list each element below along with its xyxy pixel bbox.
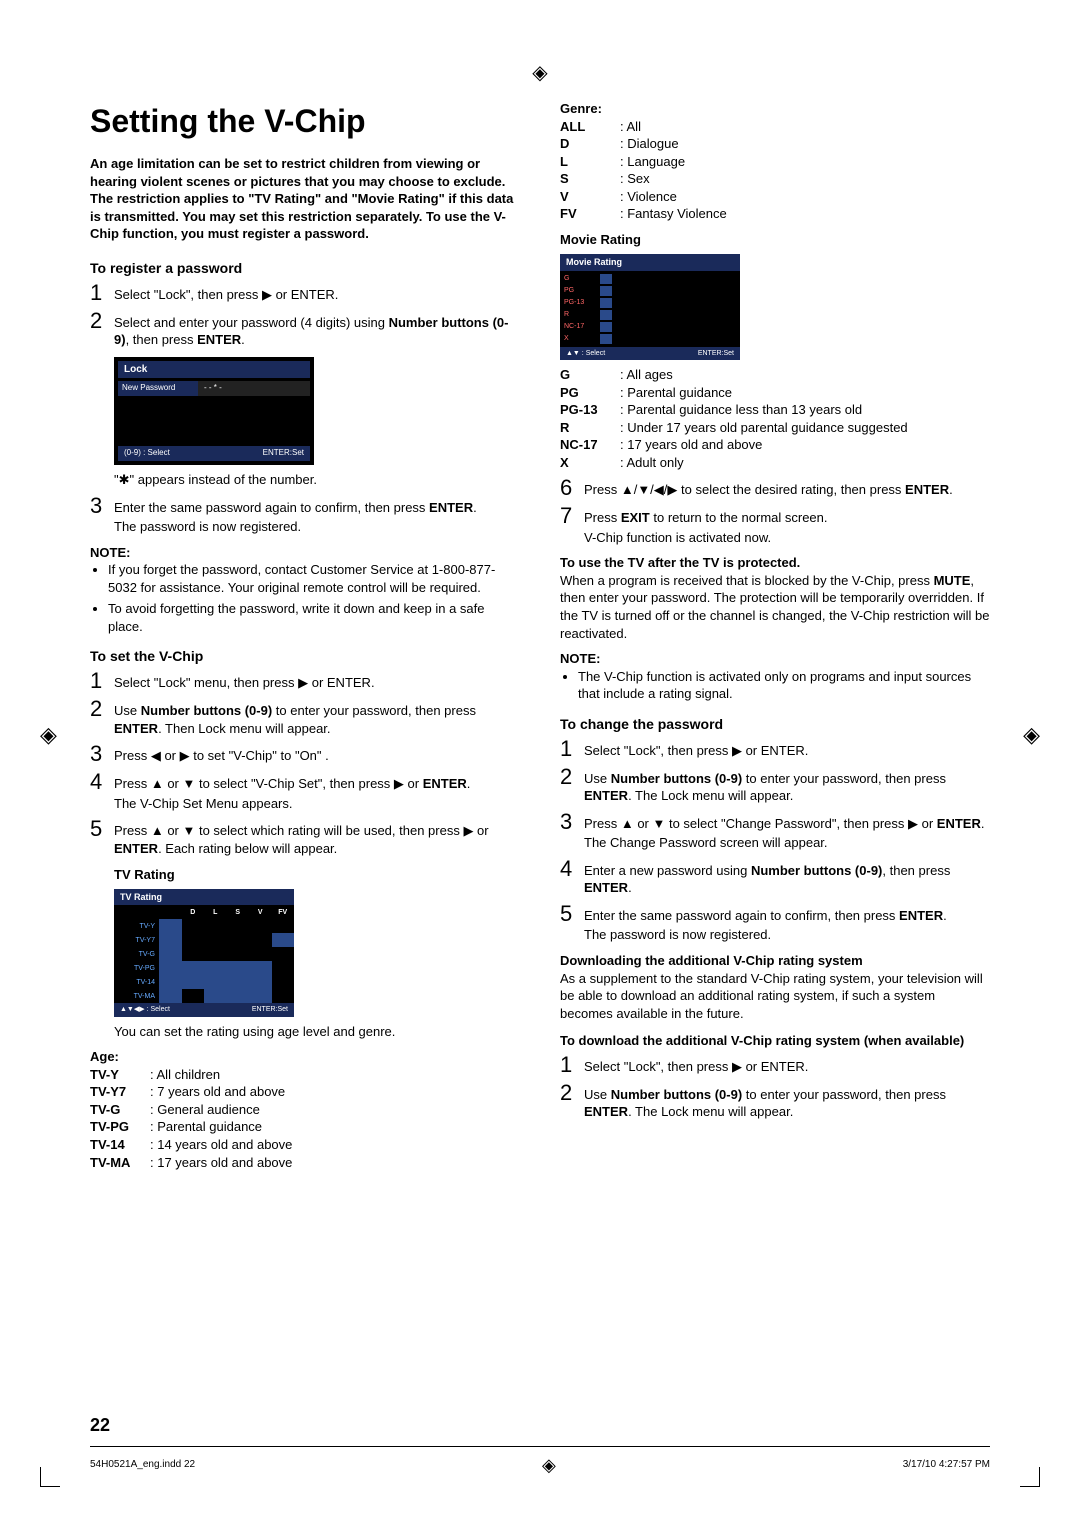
step-body: Select and enter your password (4 digits…: [114, 312, 520, 349]
change-step-2: 2 Use Number buttons (0-9) to enter your…: [560, 768, 990, 805]
lock-row-value: - - * -: [198, 381, 310, 396]
register-step-2: 2 Select and enter your password (4 digi…: [90, 312, 520, 349]
download-body: As a supplement to the standard V-Chip r…: [560, 970, 990, 1023]
tv-rating-label: TV Rating: [114, 866, 520, 884]
movie-list: GAll ages PGParental guidance PG-13Paren…: [560, 366, 990, 471]
download-step-1: 1 Select "Lock", then press ▶ or ENTER.: [560, 1056, 990, 1076]
footer: 54H0521A_eng.indd 22 ◈ 3/17/10 4:27:57 P…: [90, 1446, 990, 1477]
step-number: 2: [90, 310, 114, 332]
footer-left: 54H0521A_eng.indd 22: [90, 1458, 195, 1472]
step-number: 1: [90, 282, 114, 304]
download-sub-heading: To download the additional V-Chip rating…: [560, 1032, 990, 1050]
page-title: Setting the V-Chip: [90, 100, 520, 143]
set-step-4: 4 Press ▲ or ▼ to select "V-Chip Set", t…: [90, 773, 520, 812]
change-step-4: 4 Enter a new password using Number butt…: [560, 860, 990, 897]
registration-mark-top: ◈: [532, 60, 547, 87]
age-list: TV-YAll children TV-Y77 years old and ab…: [90, 1066, 520, 1171]
register-notes: If you forget the password, contact Cust…: [108, 561, 520, 635]
tv-rating-caption: You can set the rating using age level a…: [114, 1023, 520, 1041]
register-step-1: 1 Select "Lock", then press ▶ or ENTER.: [90, 284, 520, 304]
note-item: If you forget the password, contact Cust…: [108, 561, 520, 596]
lock-row-label: New Password: [118, 381, 198, 396]
use-tv-body: When a program is received that is block…: [560, 572, 990, 642]
lock-foot-left: (0-9) : Select: [124, 448, 170, 459]
tv-rating-mock: TV Rating DLSVFV TV-Y TV-Y7 TV-G TV-PG T…: [114, 889, 294, 1017]
intro-paragraph: An age limitation can be set to restrict…: [90, 155, 520, 243]
lock-screen-mock: Lock New Password - - * - (0-9) : Select…: [114, 357, 314, 465]
movie-rating-mock: Movie Rating G PG PG-13 R NC-17 X ▲▼ : S…: [560, 254, 740, 360]
step-body: Enter the same password again to confirm…: [114, 497, 477, 536]
movie-rating-heading: Movie Rating: [560, 231, 990, 249]
download-step-2: 2 Use Number buttons (0-9) to enter your…: [560, 1084, 990, 1121]
genre-heading: Genre:: [560, 100, 990, 118]
age-heading: Age:: [90, 1048, 520, 1066]
crop-mark-icon: [1020, 1467, 1040, 1487]
left-column: Setting the V-Chip An age limitation can…: [90, 100, 520, 1171]
change-step-1: 1 Select "Lock", then press ▶ or ENTER.: [560, 740, 990, 760]
lock-title: Lock: [118, 361, 310, 379]
set-vchip-heading: To set the V-Chip: [90, 647, 520, 666]
set-step-1: 1 Select "Lock" menu, then press ▶ or EN…: [90, 672, 520, 692]
register-password-heading: To register a password: [90, 259, 520, 278]
note-item: To avoid forgetting the password, write …: [108, 600, 520, 635]
step-number: 3: [90, 495, 114, 517]
footer-right: 3/17/10 4:27:57 PM: [903, 1458, 990, 1472]
use-tv-heading: To use the TV after the TV is protected.: [560, 554, 990, 572]
crop-mark-icon: [40, 1467, 60, 1487]
lock-foot-right: ENTER:Set: [263, 448, 304, 459]
download-heading: Downloading the additional V-Chip rating…: [560, 952, 990, 970]
star-note: "✱" appears instead of the number.: [114, 471, 520, 489]
set-step-5: 5 Press ▲ or ▼ to select which rating wi…: [90, 820, 520, 857]
registration-mark-bottom: ◈: [542, 1453, 556, 1477]
registration-mark-right: ◈: [1023, 720, 1040, 750]
set-step-3: 3 Press ◀ or ▶ to set "V-Chip" to "On" .: [90, 745, 520, 765]
change-step-3: 3 Press ▲ or ▼ to select "Change Passwor…: [560, 813, 990, 852]
page-number: 22: [90, 1413, 110, 1437]
note-label: NOTE:: [560, 650, 990, 668]
set-step-2: 2 Use Number buttons (0-9) to enter your…: [90, 700, 520, 737]
vchip-note: The V-Chip function is activated only on…: [578, 668, 990, 703]
change-pw-heading: To change the password: [560, 715, 990, 734]
step-body: Select "Lock", then press ▶ or ENTER.: [114, 284, 338, 304]
right-column: Genre: ALLAll DDialogue LLanguage SSex V…: [560, 100, 990, 1171]
change-step-5: 5 Enter the same password again to confi…: [560, 905, 990, 944]
registration-mark-left: ◈: [40, 720, 57, 750]
genre-list: ALLAll DDialogue LLanguage SSex VViolenc…: [560, 118, 990, 223]
register-step-3: 3 Enter the same password again to confi…: [90, 497, 520, 536]
step-6: 6 Press ▲/▼/◀/▶ to select the desired ra…: [560, 479, 990, 499]
step-7: 7 Press EXIT to return to the normal scr…: [560, 507, 990, 546]
note-label: NOTE:: [90, 544, 520, 562]
